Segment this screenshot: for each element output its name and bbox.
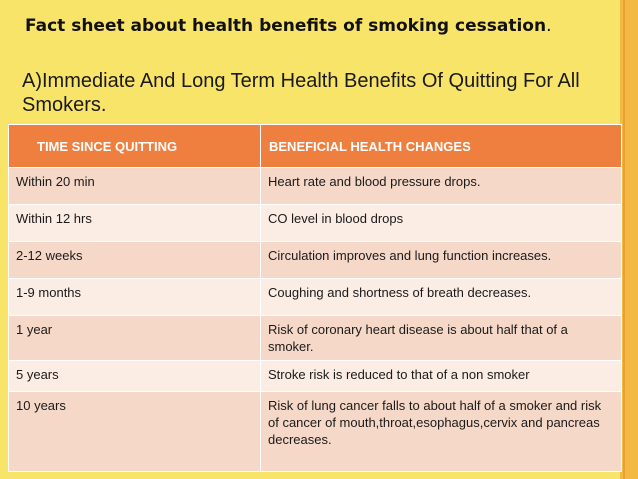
time-cell: 1-9 months <box>8 278 261 316</box>
change-cell: Risk of lung cancer falls to about half … <box>260 391 622 472</box>
table-row: 2-12 weeks Circulation improves and lung… <box>8 241 622 279</box>
change-cell: CO level in blood drops <box>260 204 622 242</box>
change-cell: Risk of coronary heart disease is about … <box>260 315 622 361</box>
table-row: 10 years Risk of lung cancer falls to ab… <box>8 391 622 472</box>
right-accent-bar <box>620 0 638 479</box>
time-cell: 10 years <box>8 391 261 472</box>
table-row: Within 20 min Heart rate and blood press… <box>8 167 622 205</box>
table-row: 1-9 months Coughing and shortness of bre… <box>8 278 622 316</box>
time-cell: Within 12 hrs <box>8 204 261 242</box>
change-cell: Coughing and shortness of breath decreas… <box>260 278 622 316</box>
time-cell: 5 years <box>8 360 261 392</box>
time-cell: Within 20 min <box>8 167 261 205</box>
table-row: 1 year Risk of coronary heart disease is… <box>8 315 622 361</box>
accent-stripe <box>623 0 625 479</box>
slide-title: Fact sheet about health benefits of smok… <box>25 14 585 38</box>
header-beneficial-health-changes: BENEFICIAL HEALTH CHANGES <box>260 124 622 168</box>
time-cell: 2-12 weeks <box>8 241 261 279</box>
title-period: . <box>546 16 552 36</box>
change-cell: Stroke risk is reduced to that of a non … <box>260 360 622 392</box>
table-row: 5 years Stroke risk is reduced to that o… <box>8 360 622 392</box>
change-cell: Heart rate and blood pressure drops. <box>260 167 622 205</box>
table-header-row: TIME SINCE QUITTING BENEFICIAL HEALTH CH… <box>8 124 622 168</box>
benefits-table: TIME SINCE QUITTING BENEFICIAL HEALTH CH… <box>8 124 622 472</box>
slide-subtitle: A)Immediate And Long Term Health Benefit… <box>22 70 580 116</box>
header-time-since-quitting: TIME SINCE QUITTING <box>8 124 261 168</box>
title-text: Fact sheet about health benefits of smok… <box>25 16 547 36</box>
table-row: Within 12 hrs CO level in blood drops <box>8 204 622 242</box>
change-cell: Circulation improves and lung function i… <box>260 241 622 279</box>
time-cell: 1 year <box>8 315 261 361</box>
